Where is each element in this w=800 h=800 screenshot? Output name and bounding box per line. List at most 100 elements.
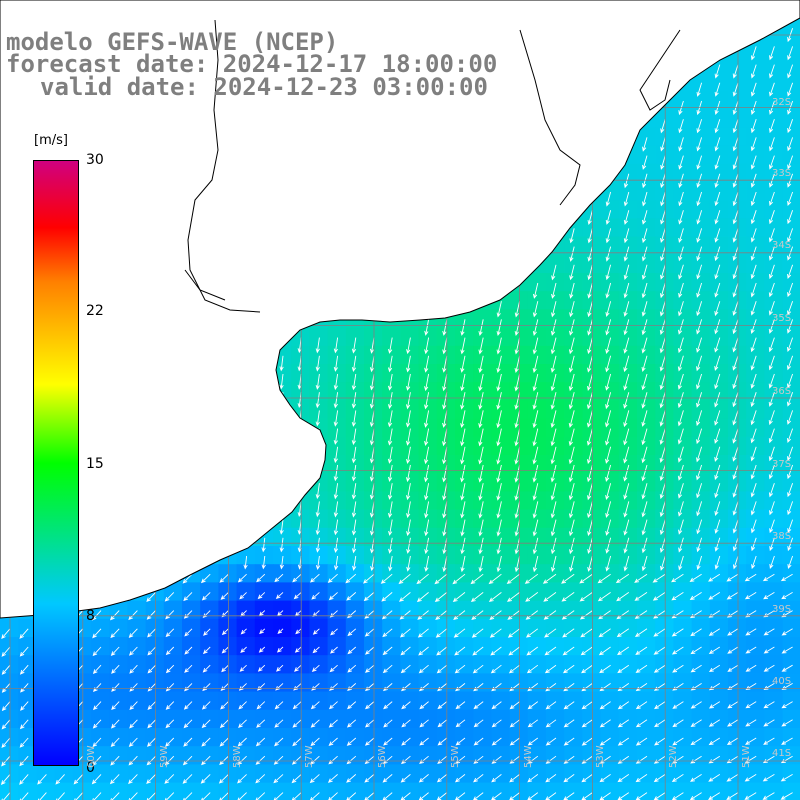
wind-cell	[527, 273, 547, 292]
wind-cell	[691, 746, 711, 765]
wind-arrow	[732, 319, 739, 335]
wind-cell	[91, 746, 110, 765]
wind-cell	[546, 291, 565, 310]
wind-arrow	[399, 610, 411, 620]
wind-cell	[564, 655, 583, 674]
wind-arrow	[635, 737, 648, 746]
wind-arrow	[406, 555, 411, 572]
wind-arrow	[787, 64, 794, 79]
wind-arrow	[55, 774, 65, 785]
wind-cell	[673, 236, 693, 256]
wind-arrow	[727, 628, 739, 636]
wind-arrow	[750, 246, 757, 261]
wind-arrow	[659, 464, 666, 482]
wind-cell	[782, 273, 800, 292]
wind-cell	[728, 582, 747, 602]
wind-cell	[200, 709, 219, 729]
wind-cell	[673, 728, 693, 747]
wind-cell	[764, 382, 784, 401]
wind-arrow	[292, 737, 302, 747]
wind-arrow	[568, 337, 575, 355]
wind-cell	[509, 782, 529, 800]
wind-arrow	[400, 628, 411, 638]
wind-arrow	[654, 701, 666, 710]
wind-arrow	[708, 664, 721, 673]
wind-cell	[18, 728, 37, 747]
wind-cell	[600, 345, 620, 365]
wind-arrow	[387, 392, 393, 410]
wind-arrow	[315, 410, 320, 427]
wind-cell	[327, 782, 347, 800]
wind-arrow	[623, 392, 630, 409]
wind-arrow	[744, 755, 757, 764]
wind-cell	[0, 691, 19, 711]
wind-cell	[728, 673, 747, 693]
wind-cell	[473, 345, 492, 365]
wind-arrow	[405, 428, 411, 446]
wind-arrow	[696, 355, 703, 372]
wind-cell	[364, 473, 383, 492]
wind-arrow	[581, 774, 593, 783]
wind-cell	[54, 764, 74, 784]
wind-arrow	[598, 628, 611, 638]
wind-arrow	[352, 555, 357, 571]
wind-arrow	[183, 792, 193, 800]
wind-arrow	[381, 610, 393, 620]
wind-cell	[782, 746, 800, 765]
wind-cell	[691, 273, 711, 292]
wind-cell	[546, 709, 565, 729]
wind-cell	[145, 673, 165, 693]
wind-arrow	[164, 792, 175, 800]
wind-cell	[400, 509, 420, 529]
wind-arrow	[660, 228, 666, 243]
wind-cell	[491, 309, 511, 329]
wind-arrow	[460, 483, 466, 501]
wind-arrow	[369, 392, 375, 409]
wind-cell	[218, 655, 238, 674]
wind-cell	[691, 418, 711, 438]
wind-arrow	[437, 719, 448, 728]
wind-arrow	[671, 592, 684, 601]
wind-cell	[655, 163, 674, 183]
wind-arrow	[659, 519, 666, 536]
wind-cell	[691, 236, 711, 256]
wind-arrow	[256, 701, 266, 710]
wind-cell	[0, 728, 19, 747]
wind-arrow	[219, 737, 229, 747]
wind-cell	[200, 746, 219, 765]
wind-cell	[691, 564, 711, 583]
wind-cell	[709, 436, 729, 456]
wind-arrow	[677, 464, 684, 481]
wind-cell	[637, 746, 656, 765]
wind-cell	[546, 655, 565, 674]
wind-cell	[709, 564, 729, 583]
wind-cell	[509, 327, 529, 347]
wind-cell	[309, 382, 329, 401]
wind-cell	[655, 546, 674, 565]
wind-cell	[109, 691, 128, 711]
wind-cell	[691, 91, 711, 110]
wind-arrow	[641, 264, 648, 280]
wind-cell	[728, 473, 747, 492]
wind-arrow	[787, 319, 794, 334]
wind-cell	[746, 746, 765, 765]
wind-arrow	[311, 683, 320, 691]
wind-arrow	[387, 428, 393, 446]
wind-cell	[327, 436, 347, 456]
wind-arrow	[128, 792, 138, 800]
wind-arrow	[690, 610, 702, 619]
wind-cell	[709, 364, 729, 383]
wind-arrow	[744, 792, 757, 800]
wind-cell	[728, 691, 747, 711]
lat-label: 37S	[772, 459, 792, 470]
wind-arrow	[442, 392, 448, 410]
wind-arrow	[333, 373, 339, 391]
wind-cell	[600, 782, 620, 800]
lon-label: 52W	[668, 745, 679, 768]
wind-cell	[764, 327, 784, 347]
wind-cell	[200, 618, 219, 638]
wind-arrow	[696, 137, 703, 152]
wind-arrow	[369, 337, 375, 354]
wind-arrow	[201, 701, 211, 710]
wind-arrow	[587, 319, 593, 336]
